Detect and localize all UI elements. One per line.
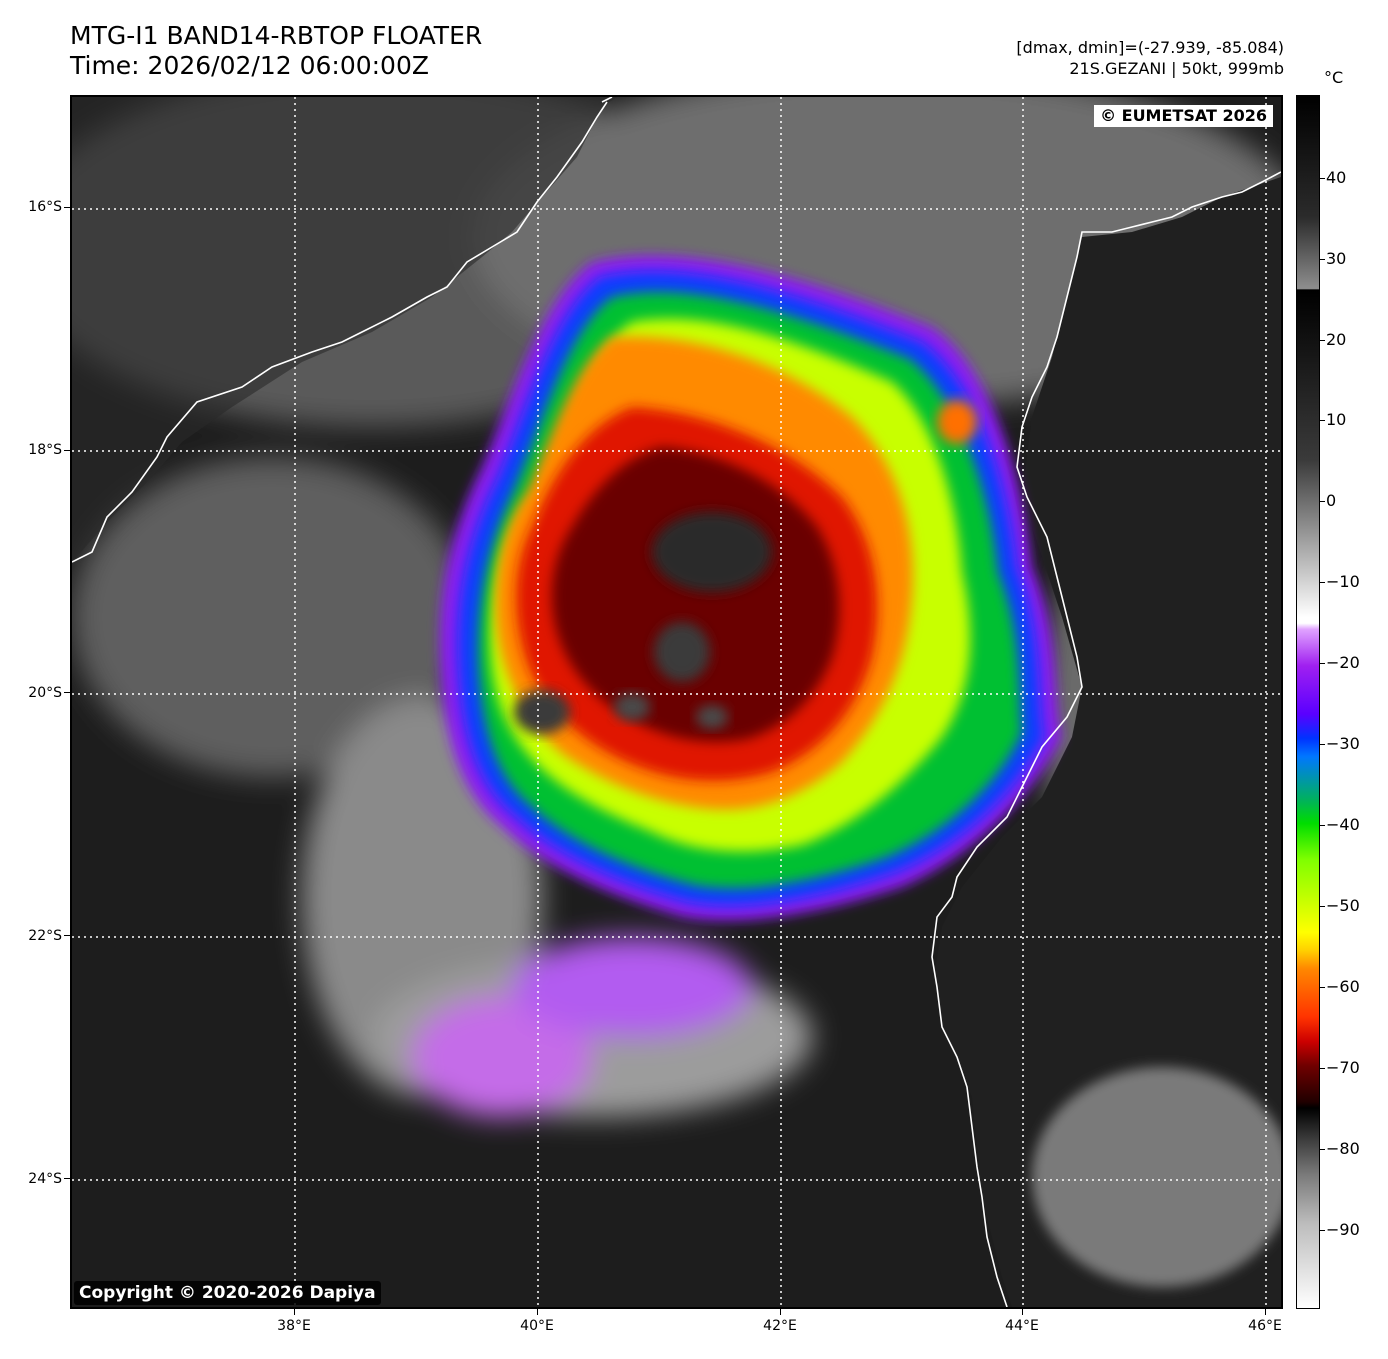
colorbar-label: −70 [1326, 1058, 1360, 1077]
colorbar-unit: °C [1324, 68, 1344, 87]
lon-label-40e: 40°E [520, 1318, 554, 1334]
lon-label-38e: 38°E [277, 1318, 311, 1334]
colorbar-tick [1320, 420, 1325, 421]
map-title: MTG-I1 BAND14-RBTOP FLOATER [70, 21, 483, 50]
lon-tick [537, 1309, 538, 1315]
colorbar-tick [1320, 906, 1325, 907]
land-madagascar [934, 177, 1281, 1307]
lat-tick [64, 935, 70, 936]
lon-tick [1022, 1309, 1023, 1315]
lat-tick [64, 450, 70, 451]
lat-label-16s: 16°S [28, 199, 62, 215]
lat-label-18s: 18°S [28, 442, 62, 458]
map-timestamp: Time: 2026/02/12 06:00:00Z [70, 51, 429, 80]
lat-tick [64, 1178, 70, 1179]
colorbar-label: −60 [1326, 977, 1360, 996]
lat-label-22s: 22°S [28, 928, 62, 944]
colorbar-tick [1320, 340, 1325, 341]
lon-tick [294, 1309, 295, 1315]
colorbar-label: −10 [1326, 572, 1360, 591]
colorbar-label: 30 [1326, 249, 1347, 268]
colorbar-tick [1320, 1230, 1325, 1231]
colorbar-tick [1320, 178, 1325, 179]
lat-tick [64, 692, 70, 693]
colorbar-tick [1320, 259, 1325, 260]
colorbar-tick [1320, 1068, 1325, 1069]
colorbar-label: 0 [1326, 491, 1337, 510]
satellite-imagery [72, 97, 1281, 1307]
colorbar-label: −80 [1326, 1139, 1360, 1158]
colorbar-label: 20 [1326, 330, 1347, 349]
temperature-colorbar [1296, 95, 1320, 1309]
dapiya-copyright: Copyright © 2020-2026 Dapiya [74, 1281, 381, 1305]
coastline [72, 97, 1281, 1307]
land-mozambique [72, 97, 617, 562]
land-warm-surface [1032, 1067, 1281, 1287]
cyclone-cloud-shield [439, 255, 1063, 921]
colorbar-label: 40 [1326, 168, 1347, 187]
colorbar-label: −90 [1326, 1220, 1360, 1239]
colorbar-tick [1320, 501, 1325, 502]
lon-tick [1265, 1309, 1266, 1315]
colorbar-label: 10 [1326, 410, 1347, 429]
colorbar-label: −30 [1326, 734, 1360, 753]
colorbar-tick [1320, 663, 1325, 664]
colorbar-tick [1320, 744, 1325, 745]
graticule [72, 97, 1281, 1307]
colorbar-label: −20 [1326, 653, 1360, 672]
lon-tick [780, 1309, 781, 1315]
colorbar-tick [1320, 582, 1325, 583]
lat-tick [64, 207, 70, 208]
colorbar-tick [1320, 1149, 1325, 1150]
satellite-map[interactable]: © EUMETSAT 2026 Copyright © 2020-2026 Da… [70, 95, 1283, 1309]
data-range-readout: [dmax, dmin]=(-27.939, -85.084) [1016, 38, 1284, 57]
lon-label-42e: 42°E [763, 1318, 797, 1334]
lon-label-44e: 44°E [1005, 1318, 1039, 1334]
storm-info: 21S.GEZANI | 50kt, 999mb [1069, 59, 1284, 78]
colorbar-label: −40 [1326, 815, 1360, 834]
colorbar-tick [1320, 825, 1325, 826]
lon-label-46e: 46°E [1248, 1318, 1282, 1334]
colorbar-tick [1320, 987, 1325, 988]
colorbar-label: −50 [1326, 896, 1360, 915]
lat-label-20s: 20°S [28, 685, 62, 701]
lat-label-24s: 24°S [28, 1171, 62, 1187]
eumetsat-copyright: © EUMETSAT 2026 [1094, 105, 1273, 127]
